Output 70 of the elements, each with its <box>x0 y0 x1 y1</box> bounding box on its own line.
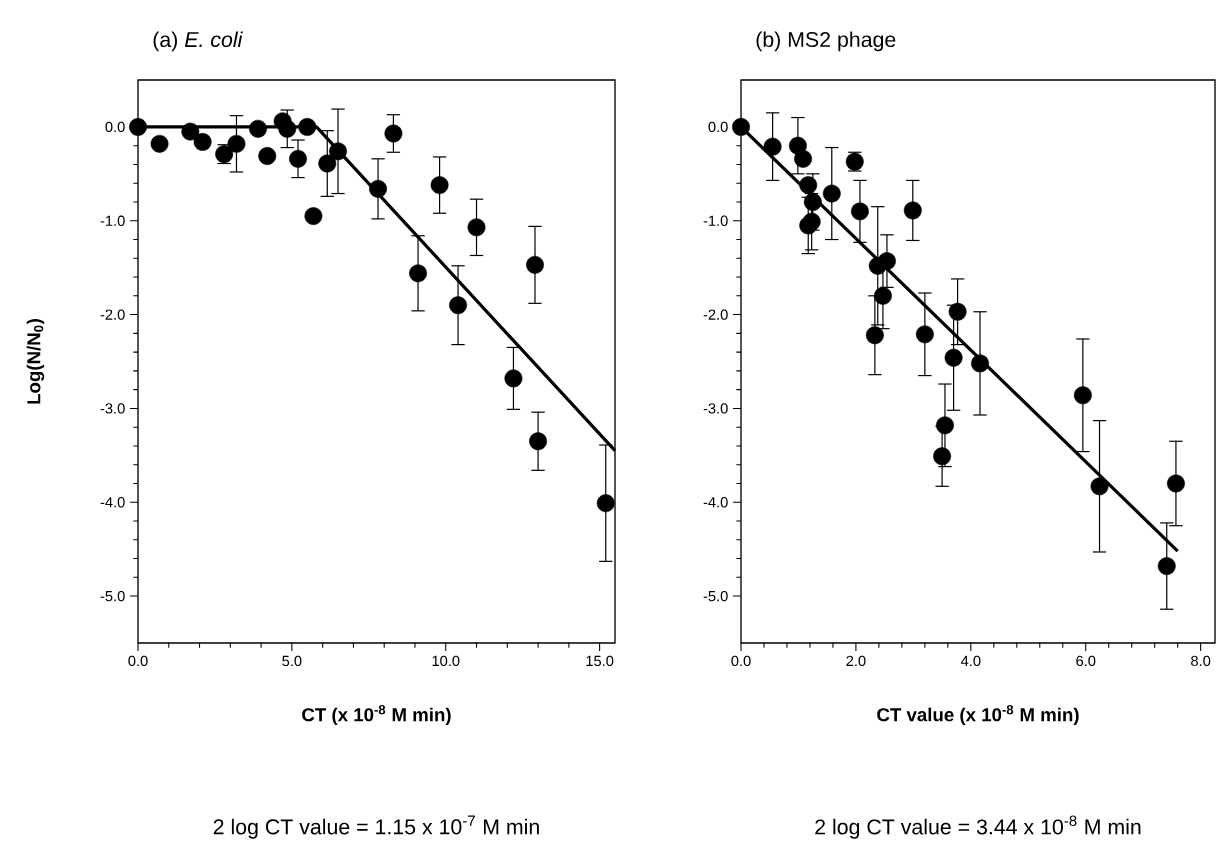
y-tick-label: -1.0 <box>703 215 728 226</box>
point <box>369 179 387 198</box>
text: 2 log CT value = 1.15 x 10$^{-7}$ M min <box>213 815 539 839</box>
x-tick-label: 5.0 <box>282 655 302 667</box>
y-tick-label: -1.0 <box>100 215 125 226</box>
point <box>150 134 169 153</box>
chart-title: (b) MS2 phage <box>756 31 896 52</box>
y-tick-label: -2.0 <box>100 309 125 320</box>
point <box>227 134 246 153</box>
point <box>298 117 317 136</box>
point <box>596 494 615 513</box>
point <box>249 119 267 138</box>
y-tick-label: 0.0 <box>708 121 728 133</box>
point <box>971 354 989 373</box>
y-tick-label: -2.0 <box>703 309 728 320</box>
point <box>915 325 934 344</box>
point <box>873 286 892 305</box>
x-tick-label: 0.0 <box>731 655 751 667</box>
point <box>329 142 347 161</box>
point <box>944 348 963 367</box>
point <box>794 149 812 168</box>
point <box>430 176 449 195</box>
point <box>526 255 544 274</box>
point <box>732 117 750 136</box>
point <box>278 119 297 138</box>
y-tick-label: 0.0 <box>105 121 125 133</box>
y-tick-label: -3.0 <box>100 403 125 414</box>
point <box>193 133 212 151</box>
point <box>467 218 486 237</box>
point <box>1157 557 1176 575</box>
point <box>181 122 200 141</box>
point <box>763 137 782 156</box>
y-tick-label: -4.0 <box>100 497 125 508</box>
x-tick-label: 15.0 <box>586 655 614 667</box>
text: 2 log CT value = 3.44 x 10$^{-8}$ M min <box>815 815 1141 839</box>
point <box>903 201 922 220</box>
point <box>851 202 869 221</box>
point <box>129 117 147 136</box>
point <box>289 149 307 168</box>
x-tick-label: 2.0 <box>846 655 866 667</box>
point <box>258 147 277 165</box>
point <box>948 302 967 321</box>
x-tick-label: 4.0 <box>960 655 981 667</box>
point <box>878 252 896 271</box>
y-axis-title: Log(N/N$_{0}$) <box>26 319 45 404</box>
point <box>449 296 467 315</box>
point <box>504 369 523 388</box>
point <box>409 264 427 283</box>
y-tick-label: -4.0 <box>703 497 728 508</box>
x-axis-title: CT (x 10$^{-8}$ M min) <box>302 705 451 726</box>
point <box>933 447 952 466</box>
y-tick-label: -5.0 <box>100 590 125 602</box>
chart-title: (a) E. coli <box>153 31 243 52</box>
x-tick-label: 8.0 <box>1191 655 1211 667</box>
x-tick-label: 0.0 <box>128 655 148 667</box>
point <box>318 154 337 173</box>
y-tick-label: -5.0 <box>703 590 728 602</box>
point <box>1167 474 1185 493</box>
point <box>384 124 403 143</box>
x-tick-label: 10.0 <box>432 655 460 667</box>
point <box>936 416 954 435</box>
point <box>865 326 884 345</box>
x-tick-label: 6.0 <box>1076 655 1096 667</box>
y-tick-label: -3.0 <box>703 403 728 414</box>
point <box>529 432 547 451</box>
point <box>1073 386 1092 405</box>
point <box>1090 477 1109 496</box>
point <box>822 184 841 203</box>
point <box>304 207 323 225</box>
x-axis-title: CT value (x 10$^{-8}$ M min) <box>877 705 1079 726</box>
